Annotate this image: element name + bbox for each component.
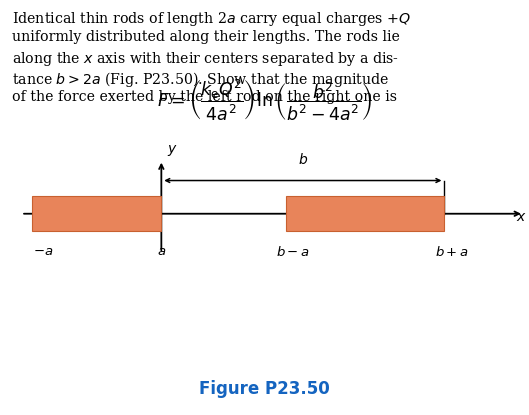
Text: $F = \left(\dfrac{k_{\mathrm{e}} Q^2}{4a^2}\right) \ln \left(\dfrac{b^2}{b^2-4a^: $F = \left(\dfrac{k_{\mathrm{e}} Q^2}{4a… [157,77,372,122]
Text: $y$: $y$ [167,143,177,158]
FancyBboxPatch shape [286,196,444,231]
Text: $x$: $x$ [516,210,526,224]
Text: $b+a$: $b+a$ [435,245,469,259]
Text: Identical thin rods of length 2$a$ carry equal charges $+Q$: Identical thin rods of length 2$a$ carry… [12,10,411,28]
Text: $b$: $b$ [298,152,308,167]
Text: $a$: $a$ [157,245,166,258]
Text: of the force exerted by the left rod on the right one is: of the force exerted by the left rod on … [12,90,397,104]
Text: tance $b > 2a$ (Fig. P23.50). Show that the magnitude: tance $b > 2a$ (Fig. P23.50). Show that … [12,70,389,89]
Text: Figure P23.50: Figure P23.50 [199,381,330,398]
Text: uniformly distributed along their lengths. The rods lie: uniformly distributed along their length… [12,30,399,44]
FancyBboxPatch shape [32,196,161,231]
Text: $-a$: $-a$ [33,245,53,258]
Text: along the $x$ axis with their centers separated by a dis-: along the $x$ axis with their centers se… [12,50,399,68]
Text: $b-a$: $b-a$ [276,245,310,259]
